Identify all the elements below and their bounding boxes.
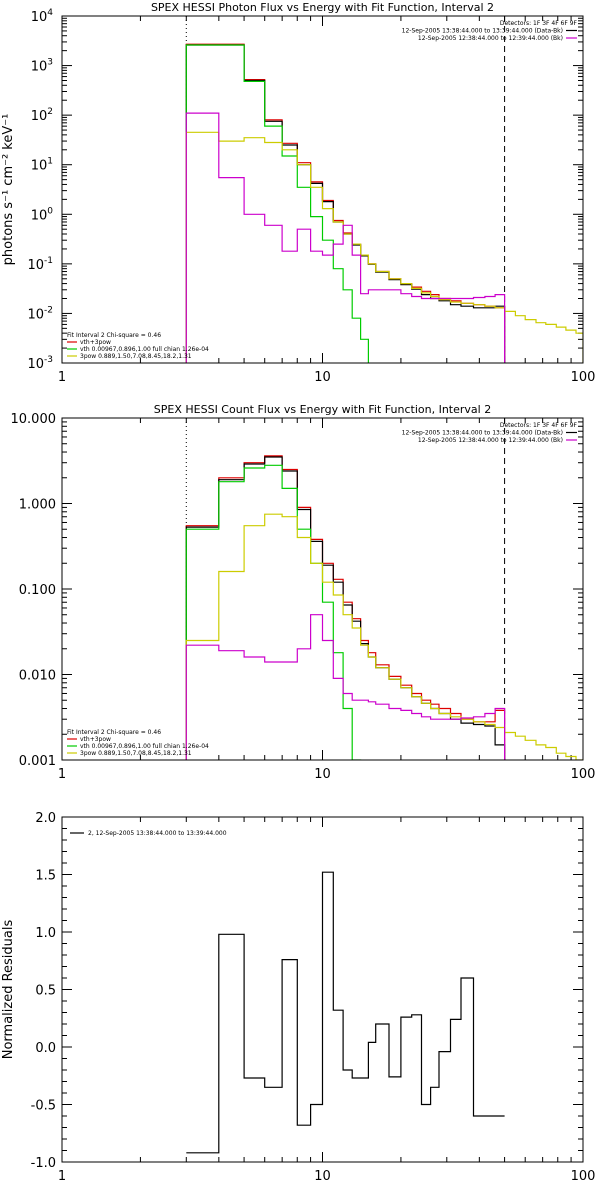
fit-legend-entry: vth 0.00967,0.896,1.00 full chian 1.26e-…: [80, 743, 209, 750]
y-axis-label: photons s⁻¹ cm⁻² keV⁻¹: [1, 114, 16, 266]
y-tick-label: 0.100: [19, 583, 56, 598]
series-line-4: [185, 131, 583, 363]
y-tick-base: 10: [31, 208, 48, 223]
x-tick-label: 1: [58, 767, 66, 782]
series-group: [185, 455, 583, 760]
x-tick-label: 10: [314, 1169, 331, 1184]
series-group: [185, 43, 583, 363]
y-tick-label: 10.000: [11, 412, 57, 427]
y-tick-label: 2.0: [35, 811, 56, 826]
fit-legend-entry: Fit Interval 2 Chi-square = 0.46: [67, 332, 161, 339]
y-tick-label: 102: [31, 107, 53, 124]
y-tick-label: 10-2: [27, 305, 53, 322]
series-line-1: [185, 43, 506, 363]
legend-entry: Detectors: 1F 3F 4F 6F 9F: [500, 20, 578, 27]
plot-frame: [61, 417, 584, 761]
series-line-4: [185, 513, 583, 760]
series-group: [186, 871, 505, 1154]
y-tick-label: 101: [31, 157, 53, 174]
y-tick-base: 10: [27, 357, 44, 372]
legend-entry: 12-Sep-2005 13:38:44.000 to 13:39:44.000…: [402, 28, 563, 35]
x-axis: 1 10 100: [58, 418, 596, 782]
y-tick-label: 0.010: [19, 669, 56, 684]
y-tick-label: -0.5: [31, 1099, 56, 1114]
chart-3: 1 10 100 -1.0 -0.5 0.0 0.5 1.0 1.5 2.0 Normalized …: [1, 811, 595, 1184]
y-tick-label: 0.001: [19, 754, 56, 769]
series-line-5: [185, 614, 506, 760]
y-tick-label: -1.0: [31, 1156, 56, 1171]
y-tick-exponent: -3: [44, 355, 53, 365]
y-tick-exponent: 4: [47, 8, 53, 18]
series-line-2: [185, 44, 506, 363]
residual-legend-label: 2, 12-Sep-2005 13:38:44.000 to 13:39:44.…: [88, 830, 227, 837]
x-tick-label: 1: [58, 1169, 66, 1184]
chart-title: SPEX HESSI Photon Flux vs Energy with Fi…: [151, 1, 494, 14]
plot-frame: [61, 816, 584, 1163]
y-tick-exponent: -1: [44, 256, 53, 266]
x-tick-label: 100: [571, 370, 596, 385]
y-tick-label: 10-3: [27, 355, 53, 372]
fit-legend-entry: vth+3pow: [80, 736, 111, 743]
x-tick-label: 10: [314, 370, 331, 385]
fit-legend-entry: 3pow 0.889,1.50,7.08,8.45,18.2,1.31: [80, 353, 192, 360]
chart-2: SPEX HESSI Count Flux vs Energy with Fit…: [11, 403, 596, 782]
y-tick-base: 10: [27, 258, 44, 273]
y-tick-exponent: 1: [47, 157, 53, 167]
fit-legend-entry: vth 0.00967,0.896,1.00 full chian 1.26e-…: [80, 346, 209, 353]
x-tick-label: 100: [571, 1169, 596, 1184]
y-tick-label: 0.0: [35, 1041, 56, 1056]
legend-entry: Detectors: 1F 3F 4F 6F 9F: [500, 422, 578, 429]
fit-legend-entry: vth+3pow: [80, 339, 111, 346]
y-tick-label: 1.5: [35, 869, 56, 884]
y-tick-label: 104: [31, 8, 54, 25]
x-tick-label: 100: [571, 767, 596, 782]
plot-frame: [61, 15, 584, 364]
chart-title: SPEX HESSI Count Flux vs Energy with Fit…: [154, 403, 491, 416]
y-tick-base: 10: [31, 10, 48, 25]
y-tick-label: 1.0: [35, 926, 56, 941]
chart-1: SPEX HESSI Photon Flux vs Energy with Fi…: [1, 1, 595, 385]
y-tick-exponent: 2: [47, 107, 53, 117]
fit-legend-entry: 3pow 0.889,1.50,7.08,8.45,18.2,1.31: [80, 750, 192, 757]
y-tick-exponent: -2: [44, 305, 53, 315]
y-axis-label: Normalized Residuals: [1, 920, 16, 1060]
y-tick-label: 0.5: [35, 984, 56, 999]
legend-entry: 12-Sep-2005 12:38:44.000 to 12:39:44.000…: [418, 437, 563, 444]
y-axis: -1.0 -0.5 0.0 0.5 1.0 1.5 2.0: [31, 811, 583, 1171]
series-line-3: [185, 44, 369, 363]
series-line-3: [185, 464, 362, 760]
y-tick-base: 10: [31, 60, 48, 75]
fit-legend-entry: Fit Interval 2 Chi-square = 0.46: [67, 729, 161, 736]
y-axis: 0.001 0.010 0.100 1.000 10.000: [11, 412, 583, 769]
x-tick-label: 1: [58, 370, 66, 385]
y-tick-label: 10-1: [27, 256, 53, 273]
legend-entry: 12-Sep-2005 13:38:44.000 to 13:39:44.000…: [402, 430, 563, 437]
y-tick-label: 100: [31, 206, 54, 223]
series-line-1: [186, 871, 505, 1154]
y-tick-base: 10: [31, 109, 48, 124]
y-tick-exponent: 0: [47, 206, 53, 216]
y-tick-label: 103: [31, 58, 53, 75]
y-tick-base: 10: [31, 159, 48, 174]
x-tick-label: 10: [314, 767, 331, 782]
series-line-5: [185, 112, 506, 363]
y-tick-base: 10: [27, 307, 44, 322]
y-tick-label: 1.000: [19, 498, 56, 513]
x-axis: 1 10 100: [58, 817, 596, 1184]
legend-entry: 12-Sep-2005 12:38:44.000 to 12:39:44.000…: [418, 35, 563, 42]
y-tick-exponent: 3: [47, 58, 53, 68]
